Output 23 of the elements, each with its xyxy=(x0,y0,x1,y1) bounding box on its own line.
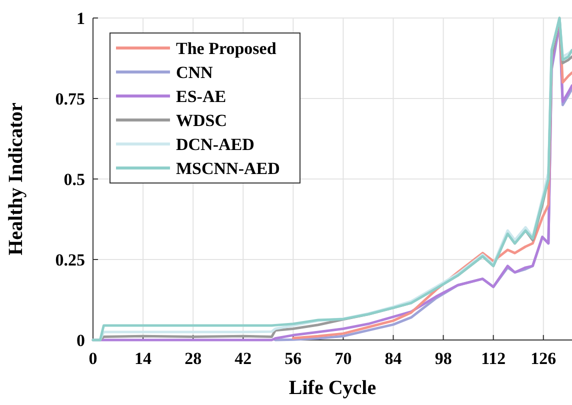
x-tick-label: 28 xyxy=(184,349,202,368)
x-tick-label: 70 xyxy=(334,349,352,368)
x-tick-label: 84 xyxy=(384,349,402,368)
x-tick-label: 112 xyxy=(481,349,506,368)
legend-label: CNN xyxy=(176,63,214,82)
y-tick-label: 1 xyxy=(76,9,85,28)
y-tick-label: 0.5 xyxy=(64,170,85,189)
x-tick-label: 126 xyxy=(530,349,556,368)
y-tick-label: 0.25 xyxy=(55,250,85,270)
legend-label: The Proposed xyxy=(176,39,277,58)
y-tick-label: 0.75 xyxy=(55,90,85,108)
x-tick-label: 42 xyxy=(234,349,252,368)
legend-label: MSCNN-AED xyxy=(176,159,280,178)
x-axis-title: Life Cycle xyxy=(288,377,376,399)
x-tick-label: 14 xyxy=(134,349,152,368)
x-tick-label: 56 xyxy=(284,349,302,368)
y-axis-title: Healthy Indicator xyxy=(5,102,27,256)
legend-label: DCN-AED xyxy=(176,135,254,154)
legend-label: ES-AE xyxy=(176,87,226,106)
y-tick-label: 0 xyxy=(76,331,85,350)
x-tick-label: 98 xyxy=(434,349,452,368)
legend-label: WDSC xyxy=(176,111,228,130)
x-tick-label: 0 xyxy=(88,349,98,368)
